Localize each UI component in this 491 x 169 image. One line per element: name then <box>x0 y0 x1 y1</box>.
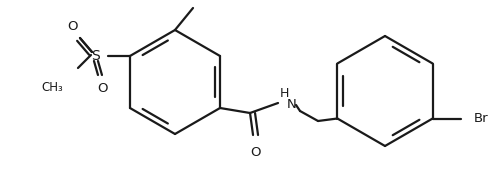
Text: CH₃: CH₃ <box>203 0 226 2</box>
Text: O: O <box>68 19 78 32</box>
Text: CH₃: CH₃ <box>41 81 63 94</box>
Text: N: N <box>287 99 297 112</box>
Text: S: S <box>92 49 100 63</box>
Text: H: H <box>280 87 289 100</box>
Text: Br: Br <box>474 112 488 125</box>
Text: O: O <box>250 146 260 159</box>
Text: O: O <box>98 82 108 95</box>
